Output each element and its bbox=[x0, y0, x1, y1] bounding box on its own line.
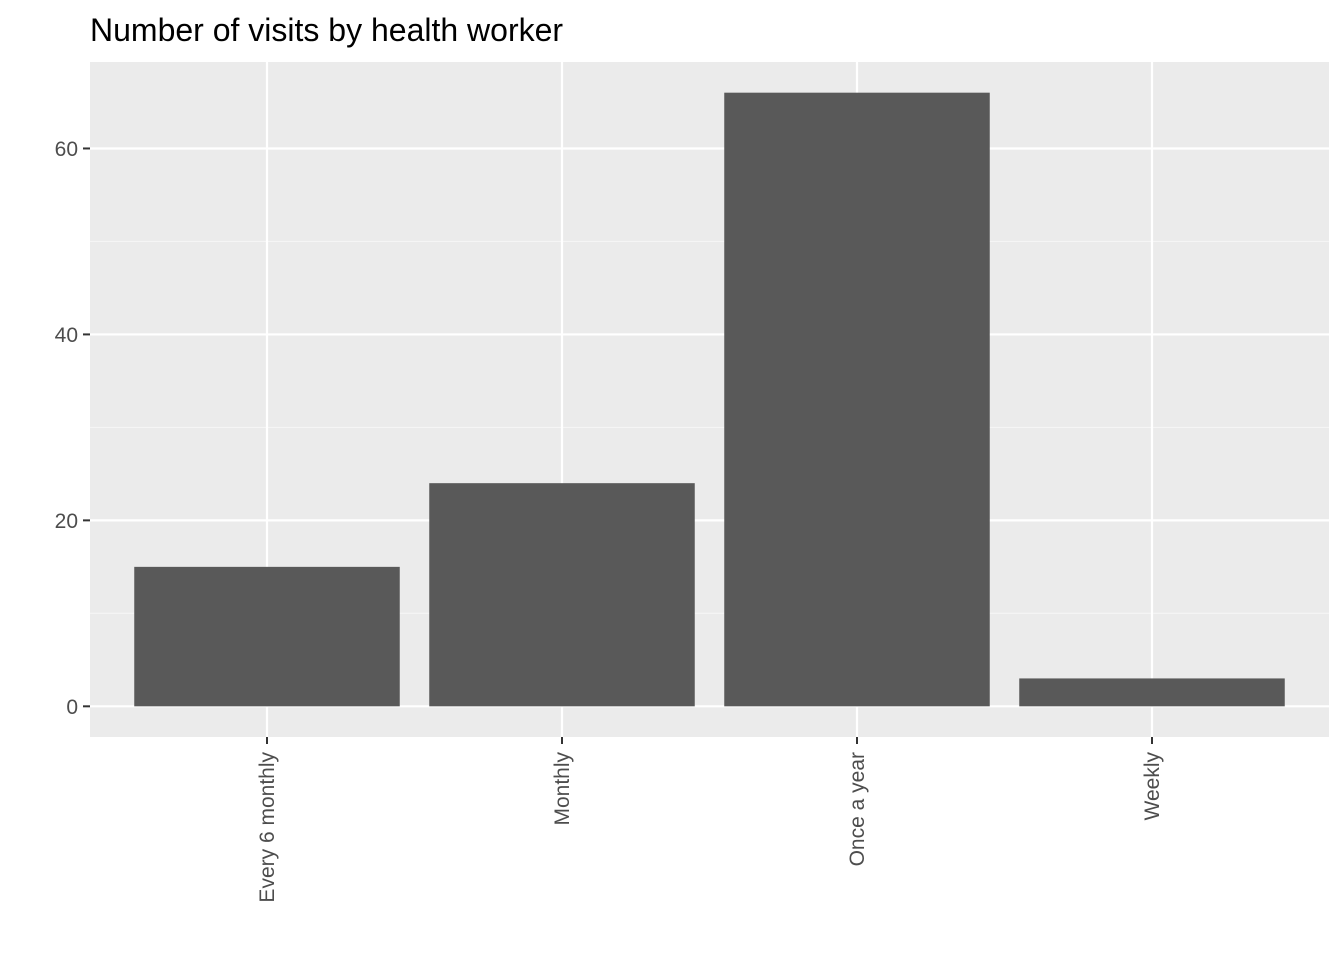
y-tick-label: 40 bbox=[55, 324, 78, 347]
bars bbox=[134, 92, 1285, 707]
chart-title: Number of visits by health worker bbox=[90, 12, 563, 48]
x-tick-label: Every 6 monthly bbox=[256, 752, 279, 903]
x-tick-label: Once a year bbox=[846, 752, 869, 866]
bar-weekly bbox=[1019, 678, 1285, 707]
x-tick-label: Monthly bbox=[551, 752, 574, 826]
x-tick-label: Weekly bbox=[1141, 752, 1164, 821]
bar-once-a-year bbox=[724, 92, 990, 707]
y-axis: 0 20 40 60 bbox=[55, 138, 90, 719]
y-tick-label: 60 bbox=[55, 138, 78, 161]
x-axis: Every 6 monthly Monthly Once a year Weekly bbox=[256, 737, 1164, 903]
bar-every-6-monthly bbox=[134, 566, 400, 707]
y-tick-label: 0 bbox=[66, 696, 78, 719]
y-tick-label: 20 bbox=[55, 510, 78, 533]
bar-monthly bbox=[429, 483, 695, 707]
